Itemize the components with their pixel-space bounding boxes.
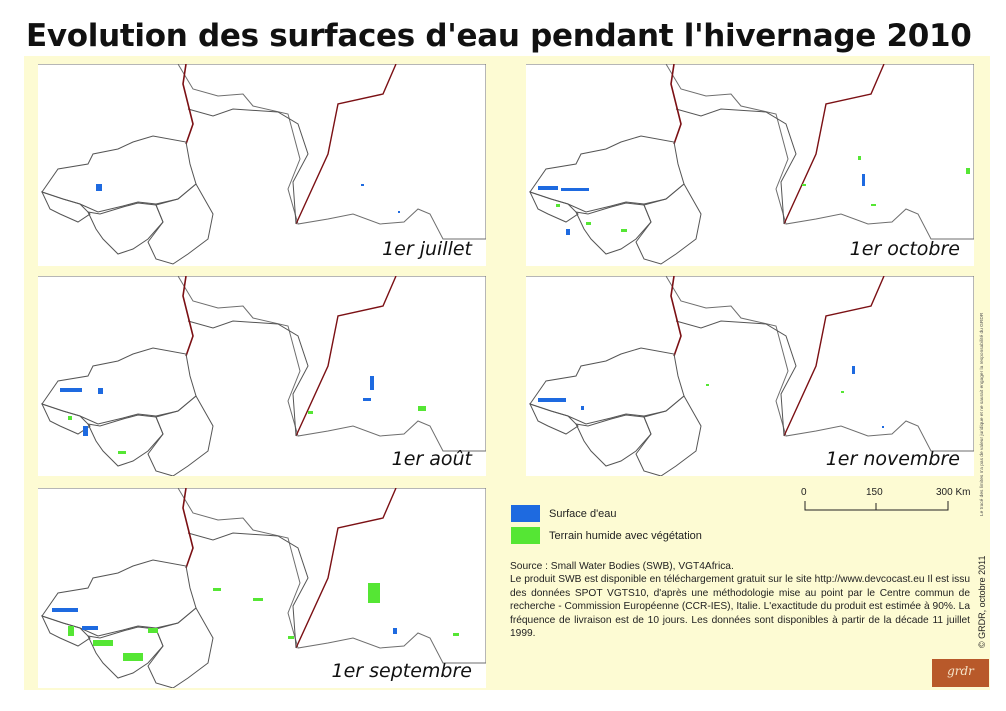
legend-label-wetland: Terrain humide avec végétation (549, 530, 702, 542)
water-body (882, 426, 884, 428)
wetland-patch (871, 204, 876, 206)
water-body (361, 184, 364, 186)
water-body (370, 376, 374, 390)
water-body (60, 388, 82, 392)
map-svg-july (38, 64, 486, 265)
wetland-patch (123, 653, 143, 661)
wetland-patch (586, 222, 591, 225)
source-block: Source : Small Water Bodies (SWB), VGT4A… (510, 560, 970, 640)
water-body (96, 184, 102, 191)
scale-tick-150: 150 (866, 487, 883, 498)
water-body (398, 211, 400, 213)
panel-date-label: 1er juillet (382, 238, 472, 260)
water-body (862, 174, 865, 186)
water-body (83, 426, 88, 436)
wetland-patch (148, 628, 158, 633)
wetland-patch (858, 156, 861, 160)
wetland-patch (621, 229, 627, 232)
page-title: Evolution des surfaces d'eau pendant l'h… (26, 18, 972, 54)
wetland-patch (213, 588, 221, 591)
map-svg-november (526, 276, 974, 476)
legal-disclaimer: Le tracé des limites n'a pas de valeur j… (980, 312, 985, 516)
source-line: Source : Small Water Bodies (SWB), VGT4A… (510, 561, 734, 572)
map-panel-november: 1er novembre (526, 276, 974, 476)
scale-tick-300: 300 Km (936, 487, 971, 498)
wetland-patch (288, 636, 294, 639)
wetland-patch (68, 416, 72, 420)
water-body (581, 406, 584, 410)
water-body (98, 388, 103, 394)
water-body (393, 628, 397, 634)
water-body (82, 626, 98, 630)
wetland-patch (556, 204, 560, 207)
water-body (52, 608, 78, 612)
wetland-patch (418, 406, 426, 411)
wetland-patch (453, 633, 459, 636)
wetland-patch (368, 583, 380, 603)
copyright-credit: © GRDR, octobre 2011 (977, 555, 987, 648)
wetland-patch (308, 411, 313, 414)
wetland-patch (841, 391, 844, 393)
wetland-patch (802, 184, 806, 186)
grdr-logo: grdr (932, 659, 989, 687)
legend-swatch-water (511, 505, 540, 522)
wetland-patch (706, 384, 709, 386)
water-body (566, 229, 570, 235)
water-body (538, 398, 566, 402)
wetland-patch (966, 168, 970, 174)
water-body (561, 188, 589, 191)
water-body (538, 186, 558, 190)
panel-date-label: 1er novembre (825, 448, 960, 470)
map-panel-august: 1er août (38, 276, 486, 476)
wetland-patch (253, 598, 263, 601)
panel-date-label: 1er août (391, 448, 472, 470)
wetland-patch (118, 451, 126, 454)
water-body (363, 398, 371, 401)
panel-date-label: 1er septembre (331, 660, 473, 682)
map-panel-july: 1er juillet (38, 64, 486, 266)
water-body (852, 366, 855, 374)
source-description: Le produit SWB est disponible en télécha… (510, 574, 970, 640)
map-svg-august (38, 276, 486, 476)
map-svg-september (38, 488, 486, 688)
map-panel-october: 1er octobre (526, 64, 974, 266)
scale-tick-0: 0 (801, 487, 807, 498)
map-panel-september: 1er septembre (38, 488, 486, 688)
wetland-patch (93, 640, 113, 646)
scale-bar (804, 501, 949, 511)
legend-swatch-wetland (511, 527, 540, 544)
map-svg-october (526, 64, 974, 265)
legend-label-water: Surface d'eau (549, 508, 617, 520)
panel-date-label: 1er octobre (849, 238, 960, 260)
wetland-patch (68, 626, 74, 636)
